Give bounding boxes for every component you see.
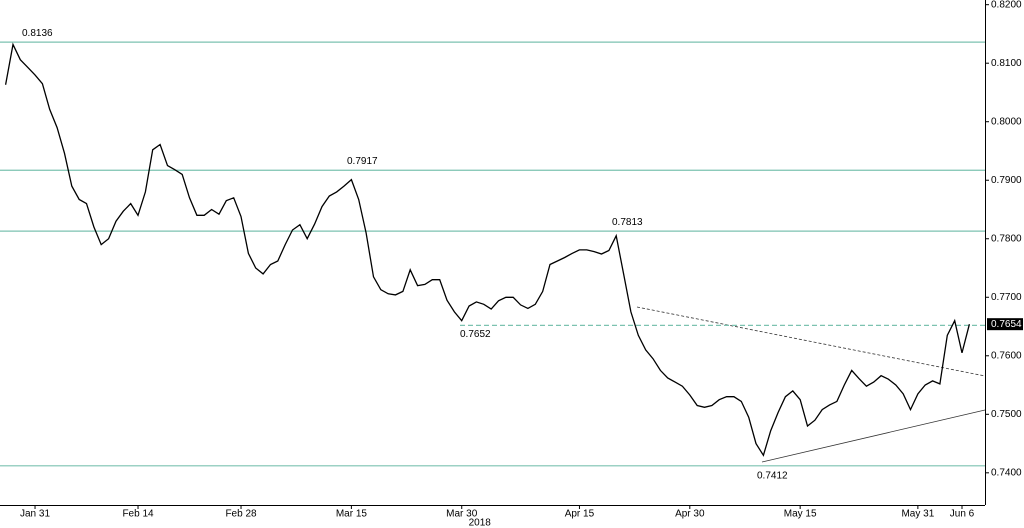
x-tick-label: Mar 15: [336, 509, 368, 520]
y-tick-label: 0.8200: [991, 0, 1022, 10]
y-tick-label: 0.8100: [991, 58, 1022, 69]
x-axis-label: 2018: [469, 518, 492, 528]
y-tick-label: 0.7400: [991, 467, 1022, 478]
trend-line: [761, 409, 986, 463]
x-tick-label: Mar 30: [446, 509, 478, 520]
x-tick-label: Feb 28: [225, 509, 257, 520]
trend-line: [636, 306, 986, 377]
y-tick-label: 0.8000: [991, 116, 1022, 127]
y-tick-label: 0.7500: [991, 409, 1022, 420]
x-tick-label: May 15: [784, 509, 817, 520]
y-tick-label: 0.7700: [991, 292, 1022, 303]
y-tick-label: 0.7600: [991, 350, 1022, 361]
x-tick-label: Apr 30: [675, 509, 705, 520]
x-tick-label: Feb 14: [122, 509, 154, 520]
y-tick-label: 0.7900: [991, 175, 1022, 186]
level-label: 0.7652: [460, 329, 491, 340]
last-price-tag: [987, 318, 1023, 331]
level-label: 0.7917: [347, 156, 378, 167]
x-tick-label: Apr 15: [565, 509, 595, 520]
last-price-label: 0.7654: [991, 319, 1022, 330]
level-label: 0.7813: [612, 217, 643, 228]
x-tick-label: Jun 6: [950, 509, 975, 520]
y-tick-label: 0.7800: [991, 233, 1022, 244]
level-label: 0.8136: [22, 28, 53, 39]
price-line: [4, 42, 971, 457]
x-tick-label: Jan 31: [20, 509, 50, 520]
level-label: 0.7412: [757, 470, 788, 481]
x-tick-label: May 31: [901, 509, 934, 520]
